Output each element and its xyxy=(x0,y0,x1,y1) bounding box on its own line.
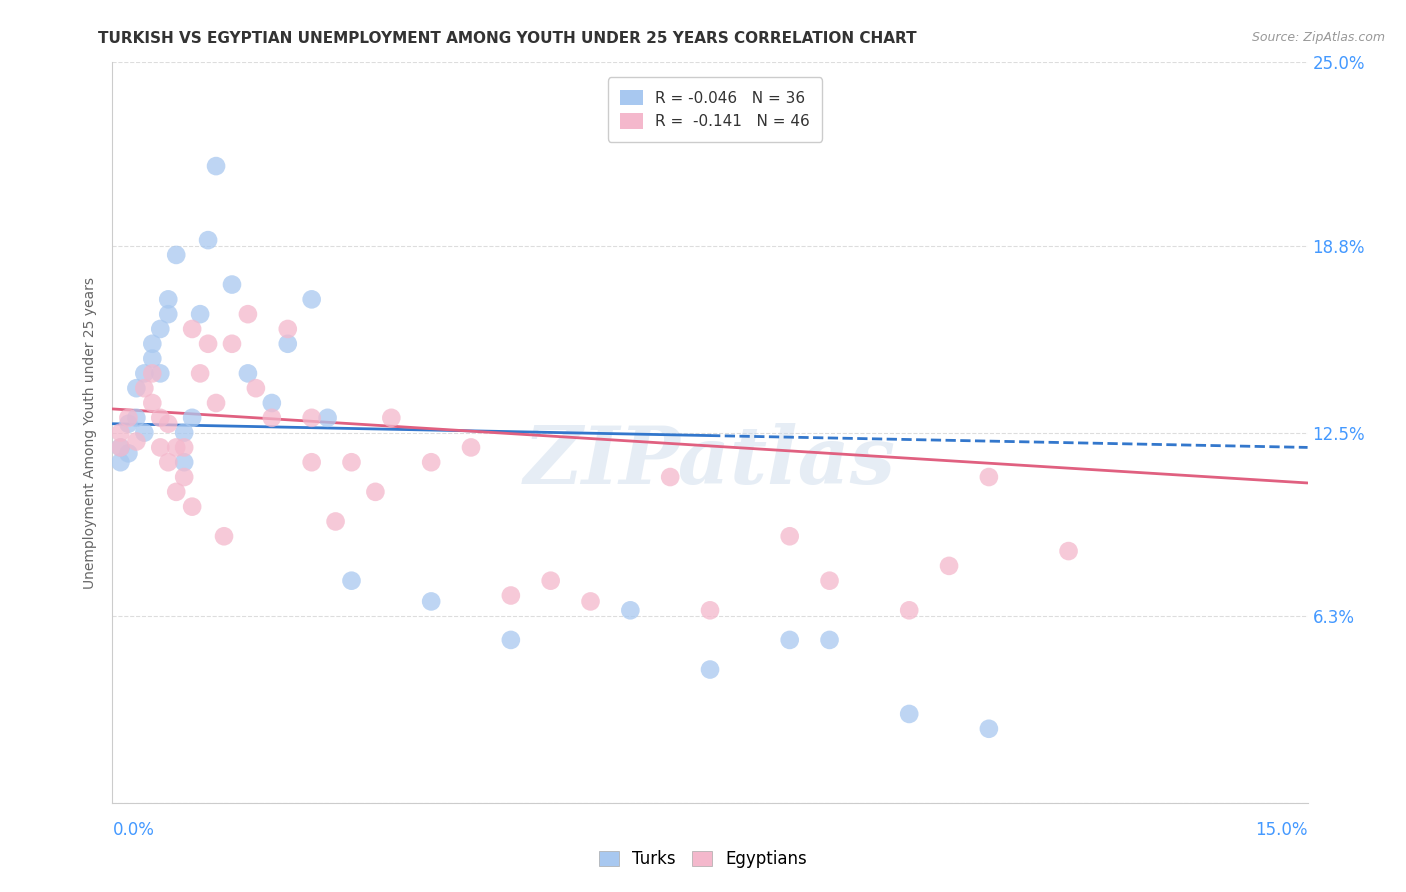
Point xyxy=(277,336,299,351)
Point xyxy=(659,470,682,484)
Legend: R = -0.046   N = 36, R =  -0.141   N = 46: R = -0.046 N = 36, R = -0.141 N = 46 xyxy=(607,78,823,142)
Point xyxy=(460,441,482,455)
Point xyxy=(141,367,163,381)
Point xyxy=(205,159,228,173)
Text: 0.0%: 0.0% xyxy=(112,822,155,839)
Text: ZIPatlas: ZIPatlas xyxy=(524,424,896,501)
Point xyxy=(165,248,187,262)
Point xyxy=(977,470,1000,484)
Point xyxy=(1057,544,1080,558)
Point xyxy=(316,410,339,425)
Point xyxy=(938,558,960,573)
Point xyxy=(340,574,363,588)
Point xyxy=(245,381,267,395)
Point xyxy=(236,307,259,321)
Point xyxy=(110,455,132,469)
Point xyxy=(197,336,219,351)
Point xyxy=(157,293,180,307)
Point xyxy=(141,396,163,410)
Point xyxy=(619,603,641,617)
Point xyxy=(157,417,180,431)
Point xyxy=(205,396,228,410)
Point xyxy=(340,455,363,469)
Point xyxy=(125,410,148,425)
Point xyxy=(134,367,156,381)
Legend: Turks, Egyptians: Turks, Egyptians xyxy=(592,844,814,875)
Text: TURKISH VS EGYPTIAN UNEMPLOYMENT AMONG YOUTH UNDER 25 YEARS CORRELATION CHART: TURKISH VS EGYPTIAN UNEMPLOYMENT AMONG Y… xyxy=(98,31,917,46)
Point xyxy=(173,441,195,455)
Point xyxy=(181,500,204,514)
Point xyxy=(117,410,139,425)
Point xyxy=(157,455,180,469)
Point xyxy=(380,410,402,425)
Point xyxy=(364,484,387,499)
Point xyxy=(149,367,172,381)
Point xyxy=(212,529,235,543)
Point xyxy=(619,85,641,99)
Point xyxy=(125,381,148,395)
Point xyxy=(221,277,243,292)
Text: Source: ZipAtlas.com: Source: ZipAtlas.com xyxy=(1251,31,1385,45)
Point xyxy=(181,322,204,336)
Point xyxy=(779,632,801,647)
Point xyxy=(699,603,721,617)
Point xyxy=(149,441,172,455)
Point xyxy=(898,603,921,617)
Point xyxy=(197,233,219,247)
Point xyxy=(540,574,562,588)
Point xyxy=(110,441,132,455)
Point xyxy=(134,381,156,395)
Point xyxy=(301,293,323,307)
Point xyxy=(977,722,1000,736)
Point xyxy=(165,484,187,499)
Y-axis label: Unemployment Among Youth under 25 years: Unemployment Among Youth under 25 years xyxy=(83,277,97,589)
Point xyxy=(181,410,204,425)
Point xyxy=(117,446,139,460)
Point xyxy=(173,425,195,440)
Point xyxy=(110,441,132,455)
Point xyxy=(149,322,172,336)
Point xyxy=(188,367,211,381)
Point xyxy=(236,367,259,381)
Point xyxy=(818,574,841,588)
Point xyxy=(818,632,841,647)
Point xyxy=(260,396,283,410)
Point xyxy=(110,425,132,440)
Point xyxy=(157,307,180,321)
Point xyxy=(699,663,721,677)
Point xyxy=(141,351,163,366)
Point xyxy=(420,455,443,469)
Text: 15.0%: 15.0% xyxy=(1256,822,1308,839)
Point xyxy=(173,455,195,469)
Point xyxy=(499,589,522,603)
Point xyxy=(420,594,443,608)
Point xyxy=(301,410,323,425)
Point xyxy=(141,336,163,351)
Point xyxy=(125,434,148,449)
Point xyxy=(277,322,299,336)
Point xyxy=(149,410,172,425)
Point xyxy=(173,470,195,484)
Point xyxy=(165,441,187,455)
Point xyxy=(260,410,283,425)
Point xyxy=(134,425,156,440)
Point xyxy=(188,307,211,321)
Point xyxy=(301,455,323,469)
Point xyxy=(579,594,602,608)
Point xyxy=(117,417,139,431)
Point xyxy=(499,632,522,647)
Point xyxy=(779,529,801,543)
Point xyxy=(325,515,347,529)
Point xyxy=(221,336,243,351)
Point xyxy=(898,706,921,721)
